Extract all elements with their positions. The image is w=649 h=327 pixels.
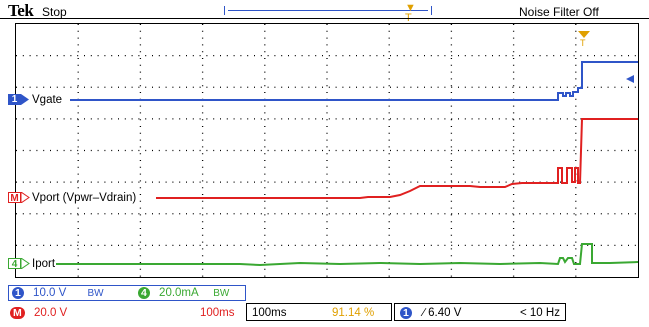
math-readout[interactable]: M 20.0 V xyxy=(10,306,67,320)
trigger-frequency: < 10 Hz xyxy=(520,307,560,319)
trigger-source-badge: 1 xyxy=(400,307,412,319)
math-scale: 20.0 V xyxy=(33,307,68,319)
iport-trace xyxy=(36,243,639,267)
horizontal-readout-box[interactable] xyxy=(246,303,392,321)
acquisition-status: Stop xyxy=(42,5,67,19)
trigger-time-icon: T xyxy=(578,31,590,48)
graticule-grid xyxy=(16,24,638,277)
math-time: 100ms xyxy=(200,307,235,319)
timebase-readout: 100ms xyxy=(252,307,287,319)
ref4-marker[interactable]: 4 xyxy=(8,258,21,270)
ch1-bw-limit: BW xyxy=(87,288,104,299)
record-position-bar[interactable] xyxy=(224,6,432,15)
ref4-arrow-icon xyxy=(21,258,30,269)
ch1-badge: 1 xyxy=(12,287,24,299)
ch4-readout[interactable]: 4 20.0mA BW xyxy=(138,286,229,301)
math-marker[interactable]: M xyxy=(8,192,21,204)
ch1-readout[interactable]: 1 10.0 V BW xyxy=(12,286,104,301)
svg-text:T: T xyxy=(580,38,586,48)
ch1-label: Vgate xyxy=(31,94,64,106)
ch4-badge: 4 xyxy=(138,287,150,299)
ch4-bw-limit: BW xyxy=(213,288,230,299)
ch-readout-box[interactable] xyxy=(8,285,246,301)
graticule-frame xyxy=(15,23,639,278)
ref4-label: Iport xyxy=(31,258,57,270)
ch1-scale: 10.0 V xyxy=(33,287,67,299)
trigger-level: ∕ 6.40 V xyxy=(423,307,462,319)
math-badge: M xyxy=(10,307,25,319)
trigger-level-icon xyxy=(626,75,634,83)
trigger-readout-box[interactable] xyxy=(394,303,566,321)
ch1-arrow-icon xyxy=(21,94,29,105)
noise-filter-status: Noise Filter Off xyxy=(519,5,599,19)
ch4-scale: 20.0mA xyxy=(159,287,199,299)
trigger-position-readout: 91.14 % xyxy=(332,307,375,319)
record-window-right xyxy=(423,6,432,15)
math-label: Vport (Vpwr–Vdrain) xyxy=(31,192,138,204)
brand-logo: Tek xyxy=(8,1,34,20)
math-arrow-icon xyxy=(21,192,30,203)
top-status-bar: Tek Stop ▼T Noise Filter Off xyxy=(0,0,649,24)
record-window-left xyxy=(224,6,233,15)
vport-trace xyxy=(156,118,638,199)
divider xyxy=(0,18,649,19)
vgate-trace xyxy=(70,61,638,101)
trigger-readout[interactable]: 1 ∕ 6.40 V xyxy=(400,306,461,320)
ch1-marker[interactable]: 1 xyxy=(8,94,21,105)
